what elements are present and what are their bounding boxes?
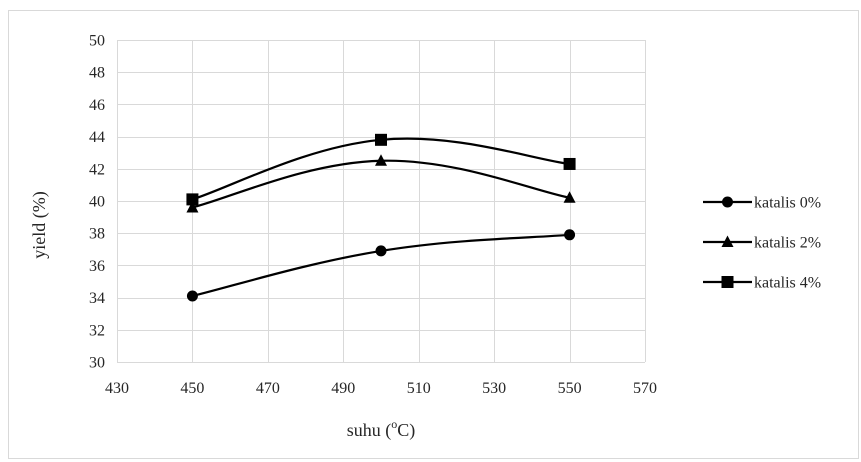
x-tick-label: 570 — [633, 380, 657, 397]
legend-item: katalis 2% — [703, 235, 821, 252]
legend-label: katalis 0% — [754, 195, 821, 212]
series-2 — [186, 154, 576, 213]
legend-marker-square — [721, 276, 734, 288]
y-tick-label: 48 — [89, 65, 105, 82]
data-point-square — [563, 157, 576, 170]
x-tick-label: 550 — [558, 380, 582, 397]
y-tick-label: 36 — [89, 258, 105, 275]
x-axis-title-unit: C) — [397, 420, 415, 441]
x-tick-label: 510 — [407, 380, 431, 397]
data-point-triangle — [563, 191, 576, 203]
x-tick-label: 470 — [256, 380, 280, 397]
y-tick-label: 34 — [89, 290, 105, 307]
legend-marker-circle — [722, 196, 733, 208]
y-axis-ticks: 30 32 34 36 38 40 42 44 46 48 50 — [89, 33, 105, 372]
legend-item: katalis 4% — [703, 275, 821, 292]
y-tick-label: 40 — [89, 194, 105, 211]
y-tick-label: 46 — [89, 97, 105, 114]
x-tick-label: 490 — [331, 380, 355, 397]
data-point-circle — [564, 229, 576, 241]
x-axis-ticks: 430 450 470 490 510 530 550 570 — [105, 380, 657, 397]
data-point-circle — [186, 290, 198, 302]
x-tick-label: 530 — [482, 380, 506, 397]
series — [186, 133, 576, 302]
y-axis-title: yield (%) — [29, 191, 50, 258]
data-point-circle — [375, 245, 387, 257]
legend-label: katalis 2% — [754, 235, 821, 252]
y-tick-label: 42 — [89, 161, 105, 178]
y-tick-label: 30 — [89, 355, 105, 372]
legend: katalis 0% katalis 2% katalis 4% — [703, 195, 821, 292]
y-tick-label: 32 — [89, 322, 105, 339]
legend-label: katalis 4% — [754, 275, 821, 292]
x-axis-title: suhu (oC) — [347, 417, 416, 441]
chart-border — [8, 10, 859, 459]
x-tick-label: 450 — [180, 380, 204, 397]
series-3 — [186, 133, 576, 206]
x-axis-title-main: suhu ( — [347, 420, 392, 441]
y-tick-label: 44 — [89, 129, 105, 146]
x-tick-label: 430 — [105, 380, 129, 397]
x-axis-title-superscript: o — [391, 417, 397, 431]
series-1 — [186, 229, 576, 302]
data-point-square — [375, 133, 387, 146]
data-point-triangle — [186, 200, 199, 213]
data-point-square — [186, 193, 199, 206]
y-tick-label: 38 — [89, 226, 105, 243]
legend-item: katalis 0% — [703, 195, 821, 212]
data-point-triangle — [375, 154, 387, 166]
legend-marker-triangle — [721, 235, 734, 247]
series-line — [192, 159, 570, 209]
y-tick-label: 50 — [89, 33, 105, 50]
